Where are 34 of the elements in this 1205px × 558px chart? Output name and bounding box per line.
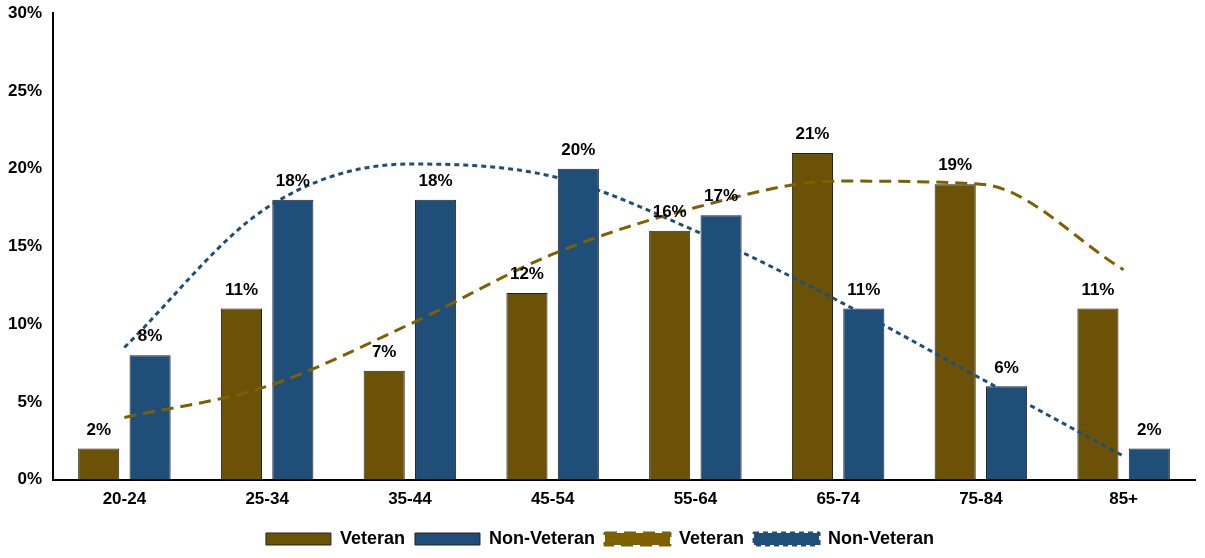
data-label: 19%	[938, 155, 973, 175]
x-tick-label: 65-74	[816, 489, 861, 509]
y-tick-label: 10%	[7, 313, 43, 333]
data-label: 17%	[704, 186, 739, 206]
y-tick-label: 25%	[7, 80, 43, 100]
x-tick-label: 45-54	[530, 489, 575, 509]
x-tick-label: 35-44	[388, 489, 433, 509]
x-tick-label: 20-24	[102, 489, 147, 509]
data-label: 11%	[224, 279, 258, 299]
x-tick-label: 55-64	[673, 489, 718, 509]
y-tick-label: 0%	[17, 469, 43, 489]
data-label: 8%	[137, 326, 163, 346]
data-label: 18%	[418, 170, 453, 190]
data-label: 12%	[509, 264, 544, 284]
data-label: 11%	[1081, 279, 1115, 299]
data-label: 11%	[847, 279, 881, 299]
legend-label: Veteran	[339, 527, 405, 548]
x-tick-label: 75-84	[959, 489, 1004, 509]
y-tick-label: 20%	[7, 158, 43, 178]
x-tick-label: 85+	[1109, 489, 1139, 509]
x-tick-label: 25-34	[245, 489, 290, 509]
data-label: 21%	[795, 124, 830, 144]
data-label: 20%	[561, 139, 596, 159]
y-tick-label: 15%	[7, 236, 43, 256]
y-tick-label: 5%	[17, 391, 43, 411]
data-label: 18%	[275, 170, 310, 190]
legend-label: Non-Veteran	[828, 527, 935, 548]
data-label: 2%	[1137, 419, 1162, 439]
y-tick-label: 30%	[7, 2, 43, 22]
data-label: 2%	[86, 419, 111, 439]
data-label: 7%	[371, 341, 397, 361]
legend-label: Veteran	[679, 527, 745, 548]
legend-label: Non-Veteran	[488, 527, 596, 548]
data-label: 6%	[994, 357, 1019, 377]
